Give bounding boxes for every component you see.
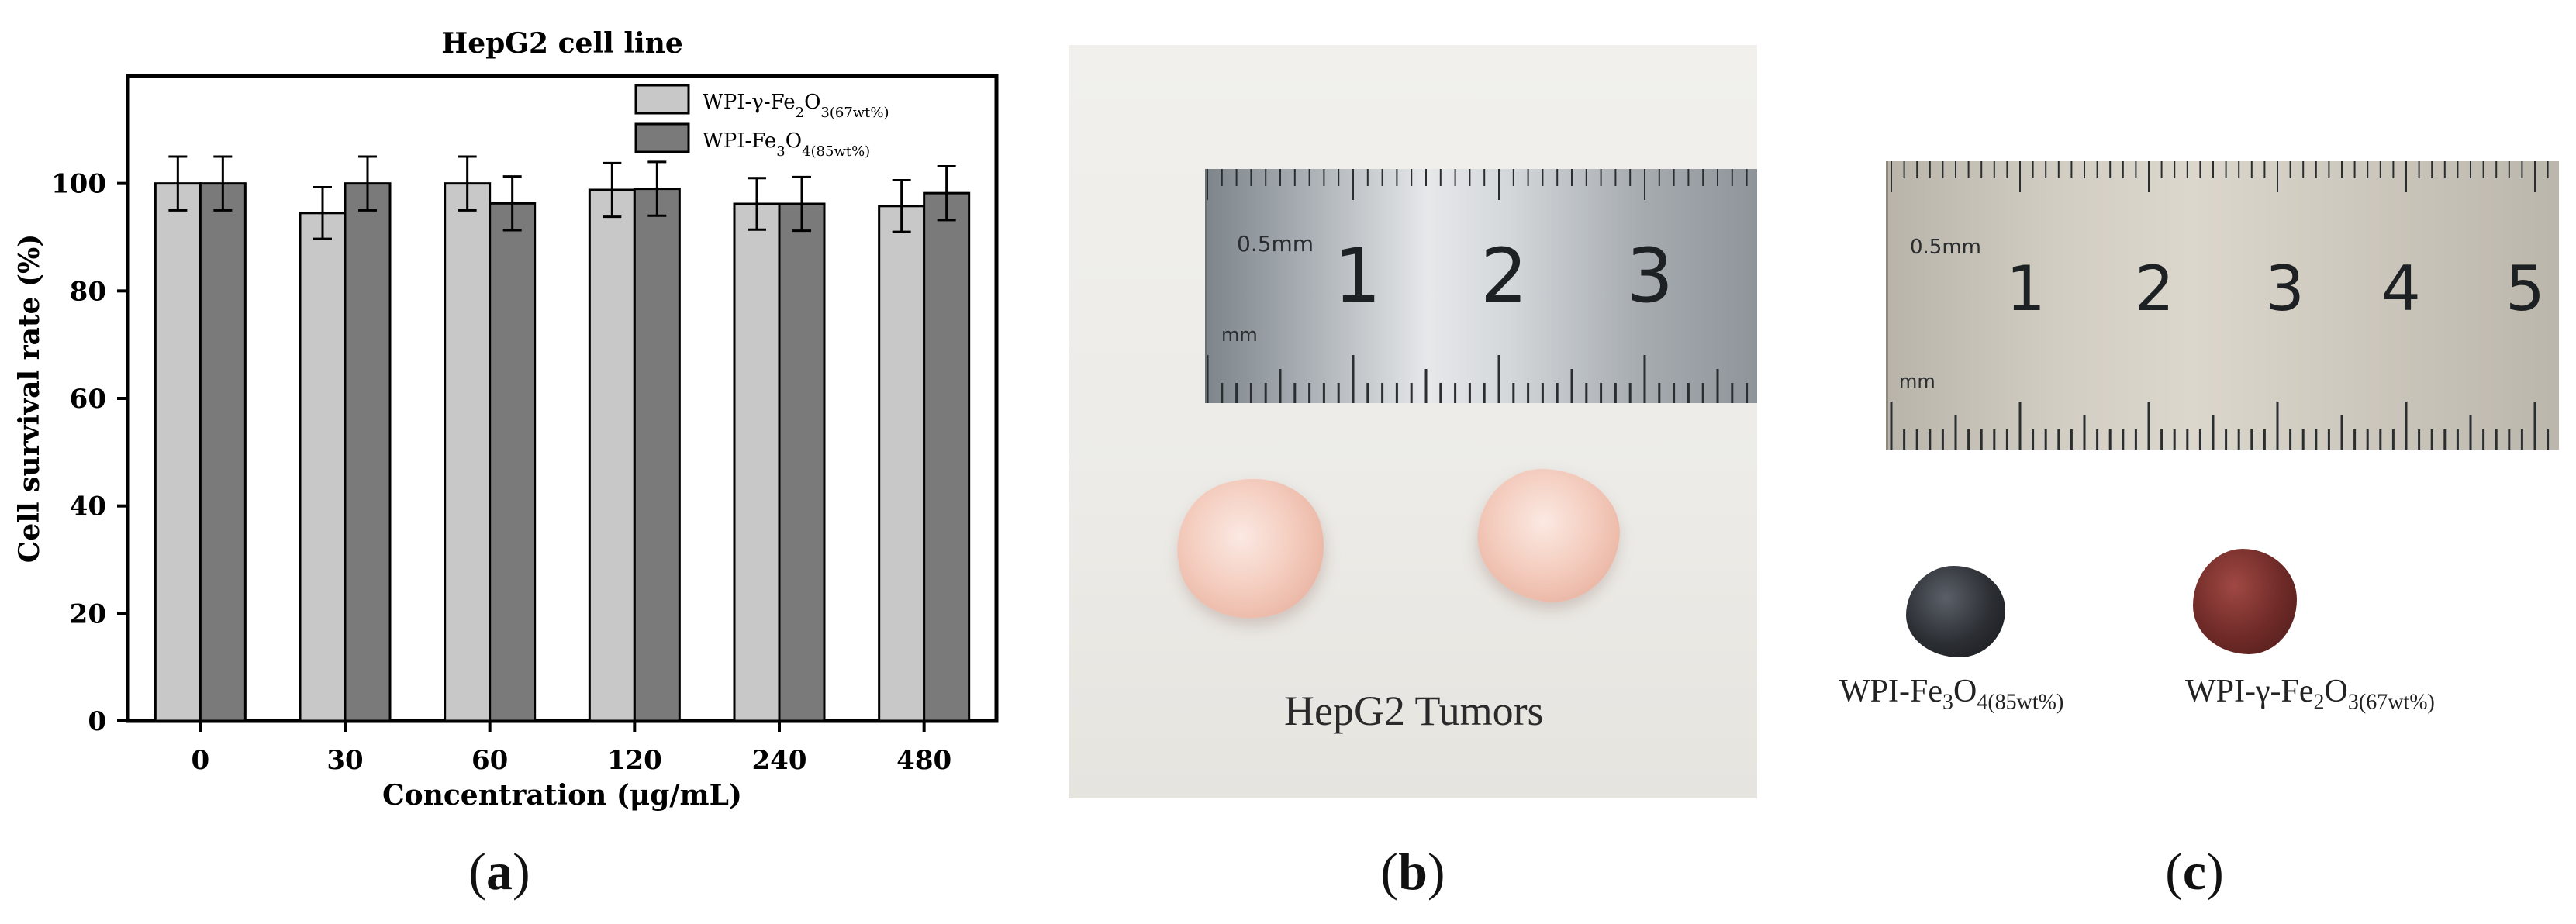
ruler-b-number: 1 [1334, 233, 1382, 319]
legend-label: WPI-Fe3O4(85wt%) [703, 129, 870, 160]
ruler-b-number: 2 [1480, 233, 1528, 319]
bead-label-fe2o3: WPI-γ-Fe2O3(67wt%) [2185, 674, 2435, 715]
bar [199, 182, 247, 722]
ruler-c-scale-top: 0.5mm [1910, 236, 1982, 259]
y-tick-label: 0 [88, 706, 106, 737]
photo-beads: 0.5mm mm 1 2 3 4 5 WPI-Fe3O4(85wt%) WPI-… [1815, 101, 2559, 767]
bar [633, 188, 681, 722]
tumors-label: HepG2 Tumors [1284, 688, 1544, 734]
ruler-c-number: 5 [2505, 253, 2545, 325]
x-tick-label: 30 [326, 745, 363, 776]
y-tick-label: 60 [70, 384, 106, 415]
bar [344, 182, 392, 722]
ruler-b-scale-bottom: mm [1221, 324, 1258, 346]
y-tick-label: 100 [51, 169, 106, 200]
caption-b: (b) [1380, 842, 1445, 901]
legend-label: WPI-γ-Fe2O3(67wt%) [703, 91, 889, 121]
y-tick-label: 80 [70, 276, 106, 307]
tumor-left [1164, 465, 1338, 633]
bead-fe3o4 [1906, 566, 2005, 657]
ruler-c-scale-bottom: mm [1899, 371, 1935, 392]
x-tick-label: 60 [471, 745, 508, 776]
bar [878, 205, 926, 722]
bead-label-fe3o4: WPI-Fe3O4(85wt%) [1839, 674, 2064, 715]
bead-fe2o3 [2193, 549, 2297, 654]
tumor-right [1469, 460, 1628, 611]
chart-title: HepG2 cell line [441, 27, 683, 60]
bar [923, 191, 971, 722]
caption-a: (a) [468, 842, 530, 901]
bar-chart: HepG2 cell line 0 20 40 60 80 100 Cell survival… [13, 27, 999, 812]
ruler-b-scale-top: 0.5mm [1237, 231, 1314, 257]
legend-swatch [634, 84, 690, 115]
ruler-b-number: 3 [1626, 233, 1674, 319]
ruler-c: 0.5mm mm 1 2 3 4 5 [1886, 161, 2559, 450]
bar [489, 202, 537, 722]
x-axis-label: Concentration (μg/mL) [382, 779, 742, 812]
ruler-c-number: 2 [2135, 253, 2174, 325]
ruler-c-number: 4 [2381, 253, 2421, 325]
photo-hepg2-tumors: 0.5mm mm 1 2 3 HepG2 Tumors [1069, 45, 1757, 798]
ruler-c-number: 3 [2265, 253, 2305, 325]
y-tick-label: 20 [70, 598, 106, 629]
y-axis-label: Cell survival rate (%) [13, 234, 46, 564]
x-tick-label: 120 [607, 745, 662, 776]
x-tick-label: 240 [752, 745, 807, 776]
panel-a: HepG2 cell line 0 20 40 60 80 100 Cell survival… [0, 0, 1070, 924]
bar [588, 188, 636, 722]
caption-c: (c) [2165, 842, 2224, 901]
bar [154, 182, 202, 722]
bar [444, 182, 492, 722]
x-tick-label: 480 [896, 745, 951, 776]
bar [778, 202, 826, 722]
y-tick-label: 40 [70, 491, 106, 522]
plot-frame [126, 74, 999, 723]
ruler-c-number: 1 [2006, 253, 2046, 325]
bar [299, 212, 347, 722]
x-tick-label: 0 [191, 745, 209, 776]
ruler-b: 0.5mm mm 1 2 3 [1205, 169, 1757, 403]
bar [733, 202, 781, 722]
legend-swatch [634, 122, 690, 153]
